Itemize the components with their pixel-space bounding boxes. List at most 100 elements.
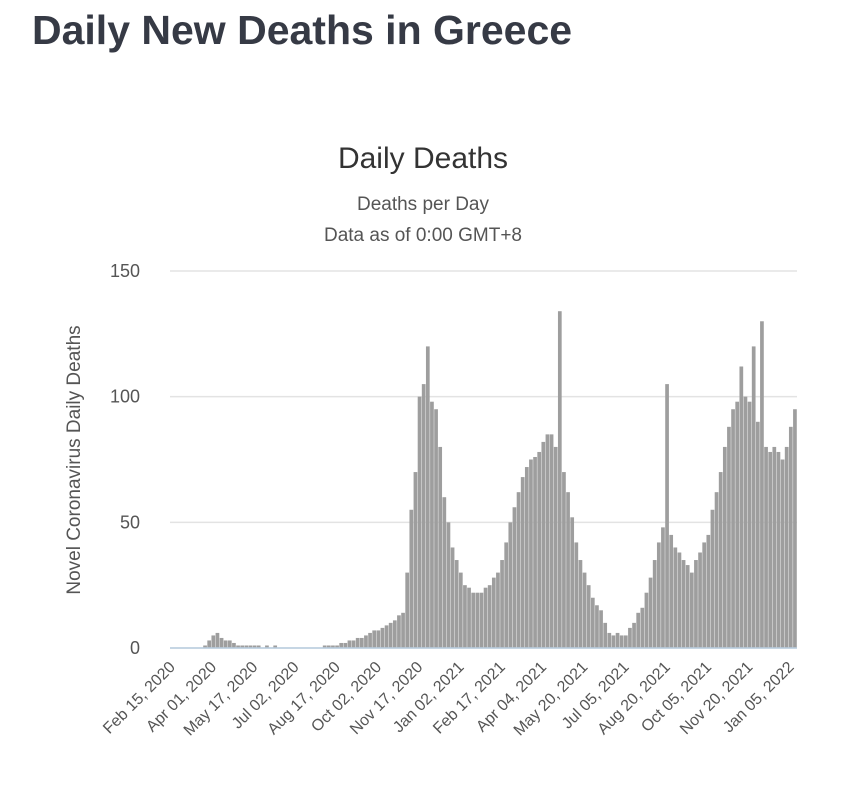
bar — [603, 622, 608, 648]
bar — [479, 592, 484, 648]
y-tick-label: 50 — [120, 512, 140, 532]
bar — [425, 346, 430, 648]
bar — [380, 627, 385, 648]
bar — [331, 645, 335, 648]
bar — [739, 366, 744, 648]
bar — [706, 534, 711, 648]
chart-title: Daily Deaths — [338, 142, 508, 175]
bar — [755, 421, 760, 648]
bar — [368, 632, 372, 648]
bar — [351, 640, 356, 648]
bar — [747, 401, 752, 648]
bar — [496, 572, 500, 648]
bar — [570, 517, 575, 648]
bar — [698, 552, 702, 648]
bar — [265, 645, 269, 648]
bar — [661, 527, 665, 648]
bar — [586, 585, 591, 648]
bar — [665, 384, 669, 648]
bar — [656, 542, 661, 648]
bar — [487, 585, 492, 648]
bar — [244, 645, 249, 648]
x-tick-label: Feb 17, 2021 — [430, 659, 509, 738]
bar — [273, 645, 278, 648]
bar — [508, 522, 513, 648]
bar — [442, 497, 447, 648]
bar — [359, 637, 364, 648]
bar — [450, 547, 455, 648]
bar — [417, 396, 422, 648]
bar — [718, 472, 723, 648]
bar — [227, 640, 232, 648]
bar — [578, 560, 583, 648]
bar — [529, 459, 533, 648]
bar — [438, 446, 443, 648]
bar — [710, 509, 715, 648]
bar — [776, 451, 781, 648]
bar — [520, 477, 525, 648]
bar — [483, 587, 488, 648]
bar — [240, 645, 245, 648]
bar — [421, 384, 426, 648]
bar — [413, 472, 418, 648]
bar — [743, 396, 748, 648]
bar — [397, 615, 401, 648]
bar — [640, 607, 645, 648]
bar — [504, 542, 509, 648]
bar — [211, 635, 216, 648]
bar — [524, 467, 529, 648]
bar — [537, 451, 542, 648]
bar — [215, 632, 220, 648]
bar — [677, 552, 682, 648]
bar — [533, 456, 537, 648]
bar — [772, 446, 777, 648]
bar — [545, 434, 550, 648]
bar — [590, 597, 595, 648]
bar — [582, 572, 587, 648]
bar — [339, 642, 344, 648]
bar — [628, 627, 632, 648]
x-tick-label: Aug 17, 2020 — [265, 659, 344, 738]
bar — [644, 592, 649, 648]
x-tick-label: Feb 15, 2020 — [100, 659, 179, 738]
x-tick-label: Nov 17, 2020 — [347, 659, 426, 738]
bar — [557, 311, 562, 648]
bar — [500, 560, 504, 648]
bar — [252, 645, 257, 648]
bar — [784, 446, 789, 648]
x-tick-label: Nov 20, 2021 — [677, 659, 756, 738]
subtitle: Deaths per Day — [357, 194, 490, 215]
bar — [392, 620, 397, 648]
subtitle: Data as of 0:00 GMT+8 — [324, 225, 522, 246]
bar — [681, 560, 686, 648]
bar — [376, 630, 381, 648]
bar — [652, 560, 657, 648]
page-title: Daily New Deaths in Greece — [32, 7, 572, 53]
bar — [491, 577, 496, 648]
bar — [722, 446, 727, 648]
bar — [595, 605, 599, 648]
bar — [372, 630, 377, 648]
bar — [347, 640, 352, 648]
bar — [788, 426, 793, 648]
bar — [364, 635, 368, 648]
bar — [343, 642, 348, 648]
y-axis-label: Novel Coronavirus Daily Deaths — [64, 325, 85, 594]
bar — [607, 632, 612, 648]
bar — [615, 632, 620, 648]
y-tick-label: 100 — [110, 387, 140, 407]
bar — [768, 451, 773, 648]
bar — [553, 446, 558, 648]
bar — [223, 640, 228, 648]
bar — [764, 446, 768, 648]
bar — [599, 610, 603, 648]
y-tick-label: 0 — [130, 638, 140, 658]
bar — [632, 622, 636, 648]
x-tick-label: Aug 20, 2021 — [595, 659, 674, 738]
bar — [467, 587, 471, 648]
bar — [541, 441, 546, 648]
bar — [735, 401, 740, 648]
bar — [322, 645, 327, 648]
bar — [236, 645, 240, 648]
